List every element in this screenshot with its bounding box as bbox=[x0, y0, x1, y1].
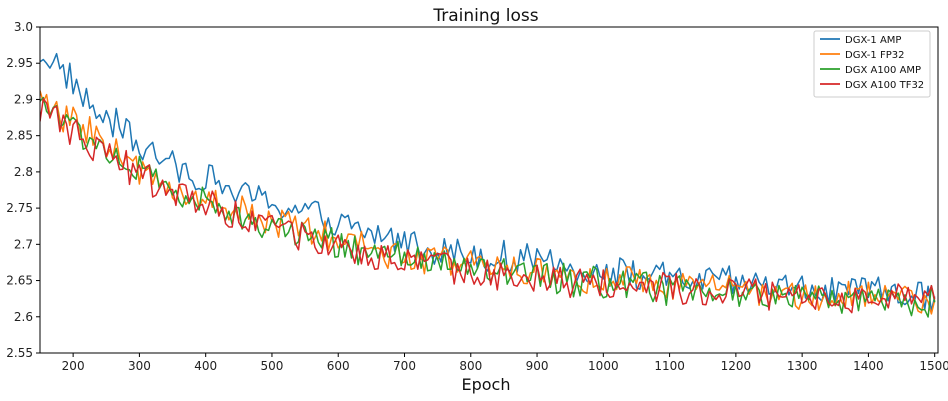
series-layer bbox=[40, 52, 936, 318]
x-tick-label: 1000 bbox=[588, 359, 619, 373]
legend-entry-label: DGX-1 FP32 bbox=[845, 50, 904, 61]
series-line-dgx-a100-tf32 bbox=[40, 98, 936, 314]
legend-entry-label: DGX-1 AMP bbox=[845, 35, 901, 46]
x-tick-label: 200 bbox=[62, 359, 85, 373]
plot-frame bbox=[39, 26, 939, 354]
y-tick-label: 2.85 bbox=[6, 129, 33, 143]
x-tick-label: 900 bbox=[526, 359, 549, 373]
y-tick-label: 2.95 bbox=[6, 56, 33, 70]
legend: DGX-1 AMP DGX-1 FP32 DGX A100 AMP DGX A100 … bbox=[813, 30, 931, 98]
y-tick-label: 2.6 bbox=[14, 310, 33, 324]
y-tick-label: 3.0 bbox=[14, 20, 33, 34]
x-axis-label: Epoch bbox=[462, 375, 511, 394]
y-tick-label: 2.75 bbox=[6, 201, 33, 215]
x-tick-label: 800 bbox=[459, 359, 482, 373]
chart-title: Training loss bbox=[432, 6, 538, 26]
x-tick-label: 1100 bbox=[654, 359, 685, 373]
x-tick-label: 1200 bbox=[721, 359, 752, 373]
x-tick-label: 600 bbox=[327, 359, 350, 373]
x-tick-label: 1500 bbox=[919, 359, 948, 373]
x-tick-label: 400 bbox=[194, 359, 217, 373]
legend-entry-label: DGX A100 TF32 bbox=[845, 80, 924, 91]
series-line-dgx-1-amp bbox=[40, 52, 936, 312]
series-line-dgx-a100-amp bbox=[40, 96, 936, 318]
y-axis-ticks: 2.55 2.6 2.65 2.7 2.75 2.8 2.85 2.9 2.95 3.0 bbox=[6, 20, 40, 360]
legend-box bbox=[813, 30, 931, 98]
y-tick-label: 2.55 bbox=[6, 346, 33, 360]
y-tick-label: 2.8 bbox=[14, 165, 33, 179]
legend-entry-label: DGX A100 AMP bbox=[845, 65, 921, 76]
y-tick-label: 2.7 bbox=[14, 237, 33, 251]
x-tick-label: 300 bbox=[128, 359, 151, 373]
x-tick-label: 1400 bbox=[853, 359, 884, 373]
x-tick-label: 500 bbox=[261, 359, 284, 373]
x-axis-ticks: 200 300 400 500 600 700 800 900 1000 1100 1200 1300… bbox=[62, 353, 948, 373]
y-tick-label: 2.65 bbox=[6, 274, 33, 288]
x-tick-label: 700 bbox=[393, 359, 416, 373]
y-tick-label: 2.9 bbox=[14, 92, 33, 106]
x-tick-label: 1300 bbox=[787, 359, 818, 373]
